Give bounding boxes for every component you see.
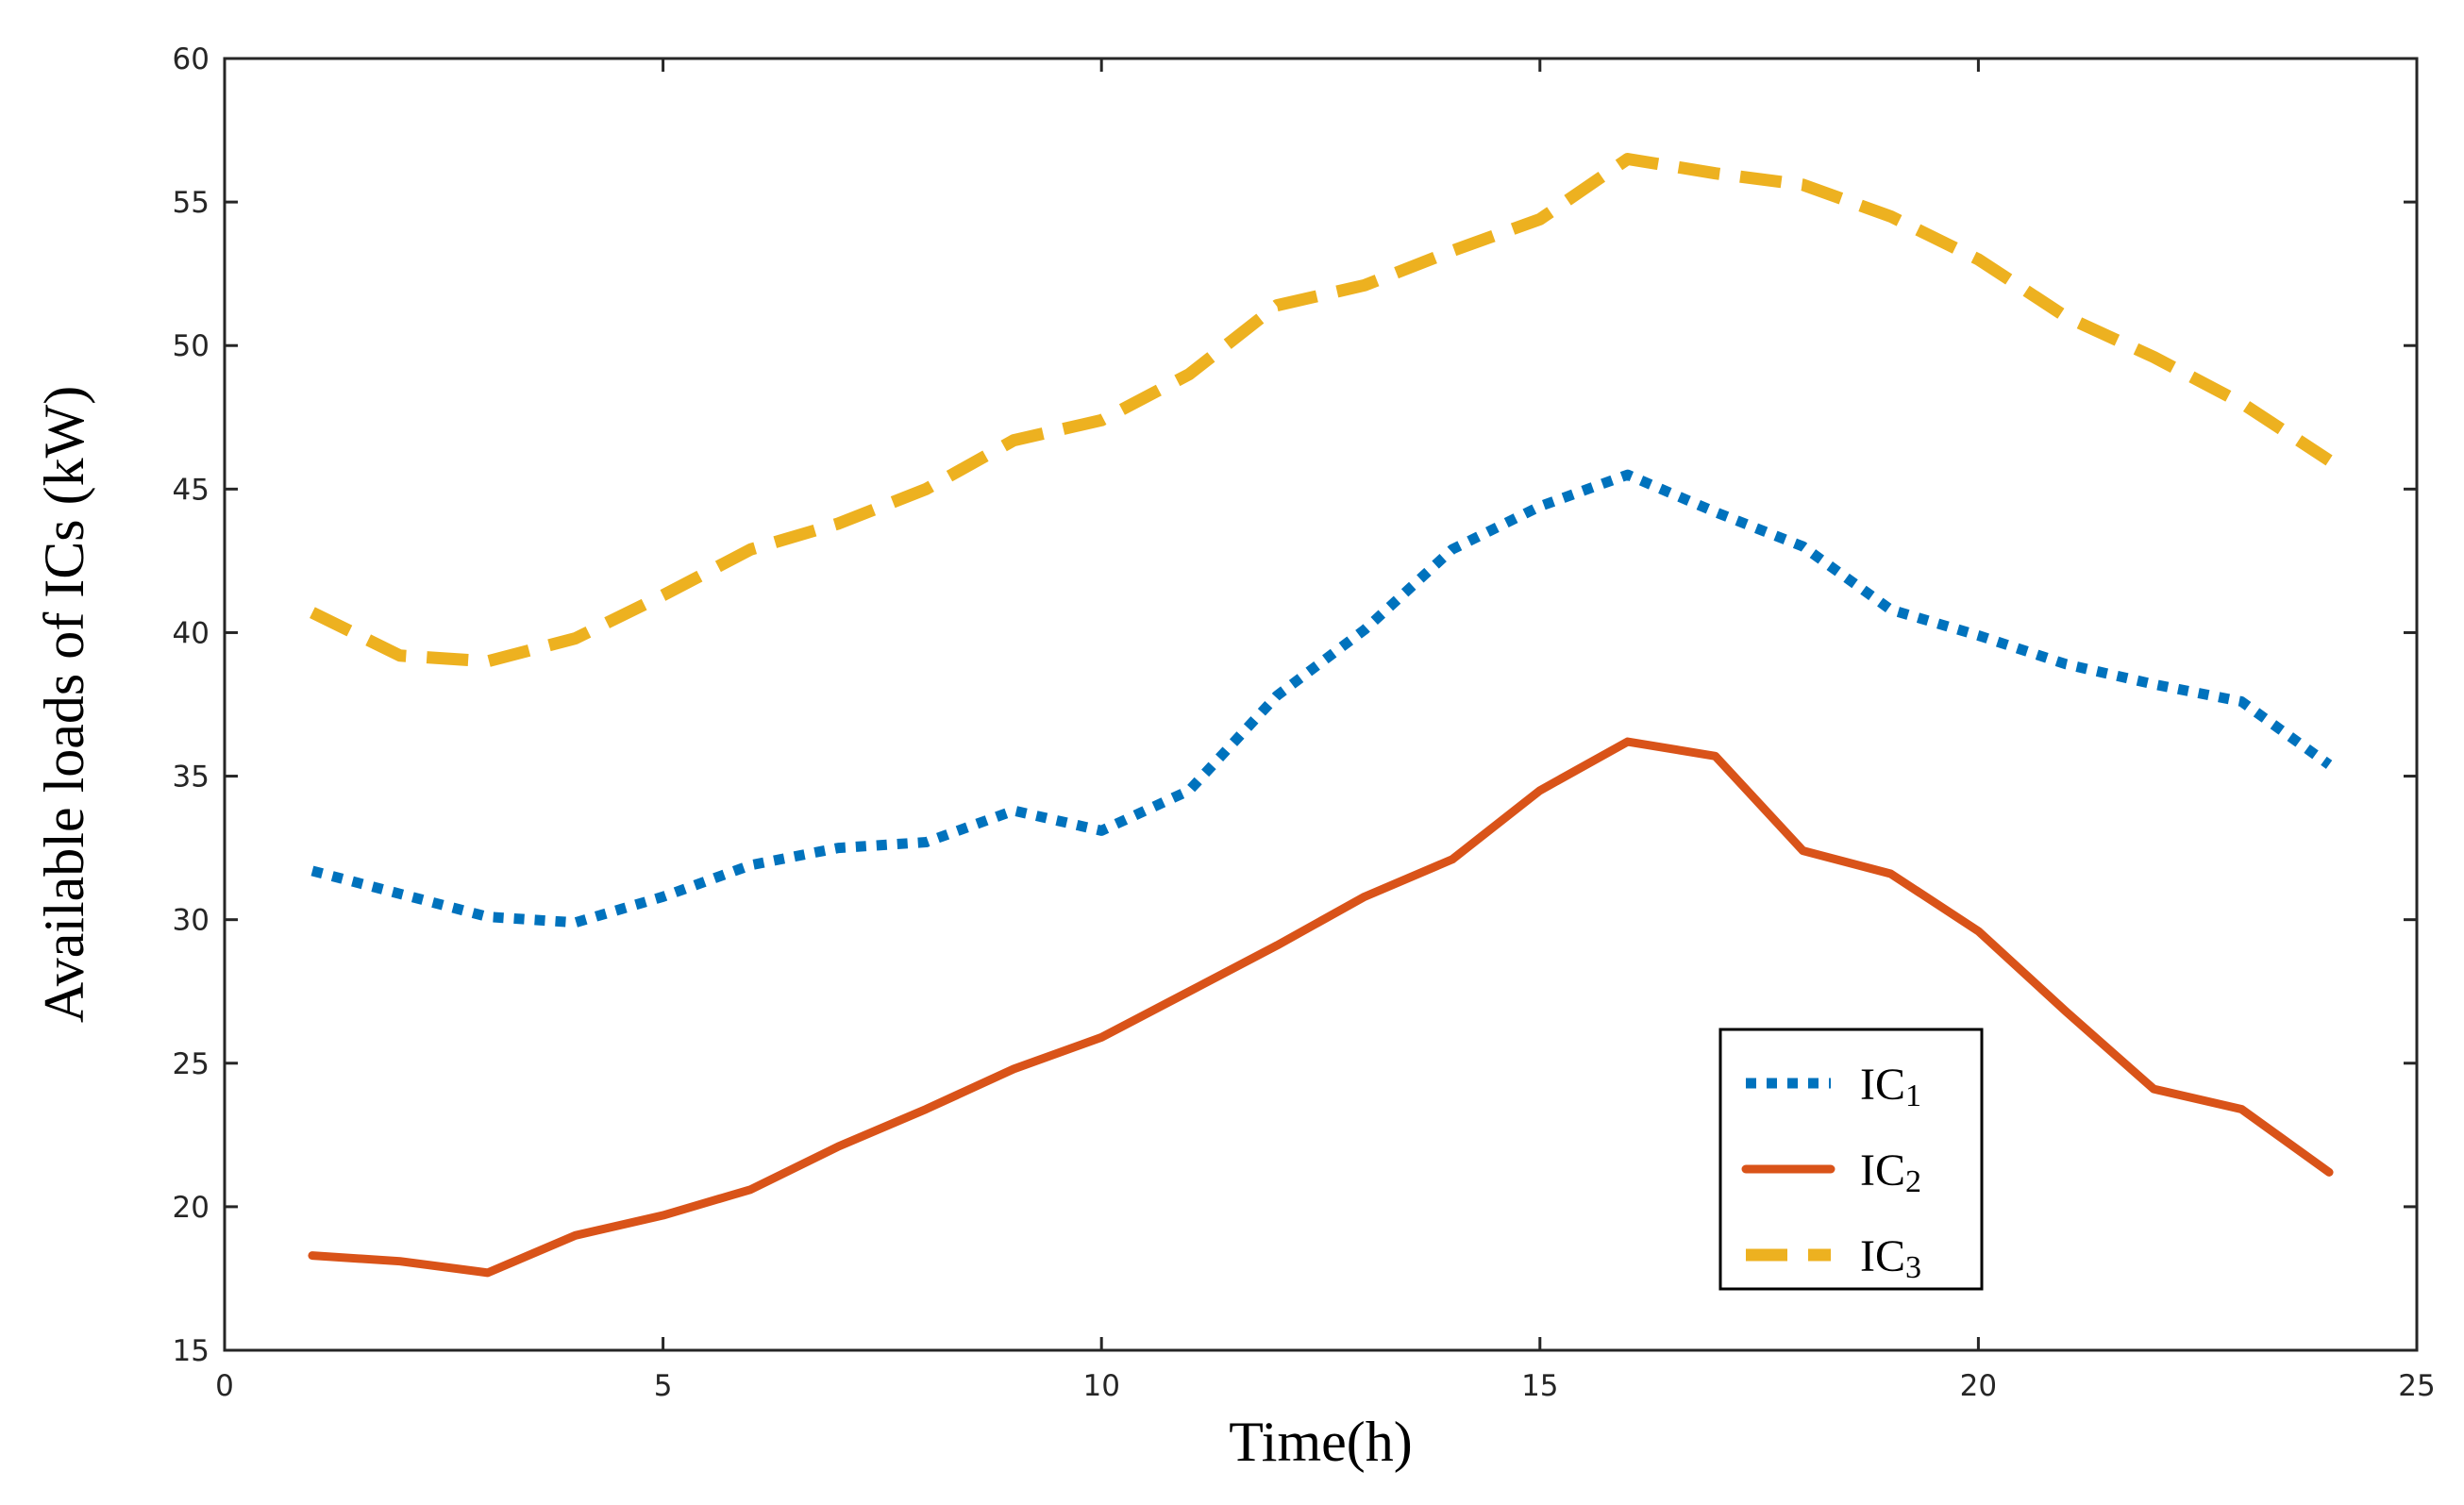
- x-tick-label: 0: [215, 1369, 234, 1403]
- x-tick-label: 20: [1960, 1369, 1997, 1403]
- y-tick-label: 45: [173, 473, 210, 507]
- legend-box: [1718, 1028, 1984, 1291]
- legend-label-ic1: IC1: [1860, 1060, 1921, 1113]
- series-line-ic3: [310, 152, 2333, 668]
- legend-label-main: IC: [1860, 1231, 1905, 1281]
- legend-label-subscript: 2: [1905, 1164, 1921, 1199]
- y-axis-title: Available loads of ICs (kW): [33, 386, 95, 1023]
- y-tick-label: 50: [173, 329, 210, 363]
- ticks-layer: 0 5 10 15 20 25 15 20 25 30 35 40 45 50 55 60: [173, 42, 2436, 1403]
- legend-label-ic2: IC2: [1860, 1145, 1921, 1199]
- x-tick-label: 10: [1082, 1369, 1119, 1403]
- y-tick-label: 15: [173, 1334, 210, 1368]
- y-tick-label: 55: [173, 186, 210, 220]
- y-tick-label: 35: [173, 761, 210, 794]
- x-axis-title: Time(h): [1229, 1411, 1412, 1473]
- y-tick-label: 60: [173, 42, 210, 76]
- y-tick-label: 20: [173, 1191, 210, 1225]
- x-tick-label: 25: [2398, 1369, 2435, 1403]
- y-tick-label: 25: [173, 1047, 210, 1081]
- axes-frame: [223, 57, 2419, 1352]
- legend-label-subscript: 1: [1905, 1079, 1921, 1113]
- y-tick-label: 40: [173, 616, 210, 650]
- series-layer: [308, 152, 2334, 1278]
- legend-label-subscript: 3: [1905, 1250, 1921, 1285]
- y-tick-label: 30: [173, 904, 210, 938]
- legend-label-main: IC: [1860, 1060, 1905, 1110]
- x-tick-label: 5: [654, 1369, 673, 1403]
- legend-label-ic3: IC3: [1860, 1231, 1921, 1285]
- legend-label-main: IC: [1860, 1145, 1905, 1196]
- x-tick-label: 15: [1521, 1369, 1558, 1403]
- series-line-ic2: [308, 737, 2334, 1278]
